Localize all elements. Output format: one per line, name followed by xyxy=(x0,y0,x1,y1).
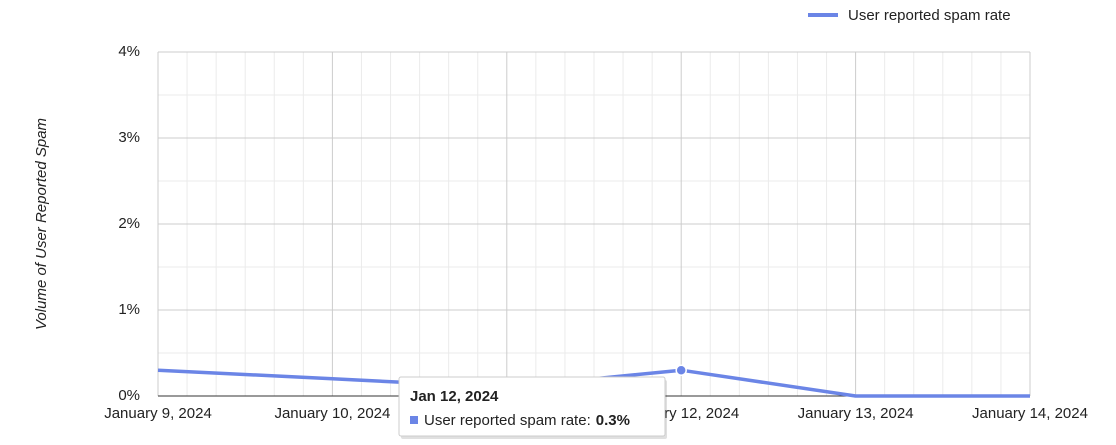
y-tick-label: 0% xyxy=(118,387,140,404)
tooltip-value: 0.3% xyxy=(596,412,630,429)
tooltip-swatch xyxy=(410,416,418,424)
x-tick-label: January 14, 2024 xyxy=(972,405,1088,422)
y-tick-label: 3% xyxy=(118,129,140,146)
x-tick-label: January 10, 2024 xyxy=(274,405,390,422)
tooltip-text: User reported spam rate: 0.3% xyxy=(424,412,630,429)
tooltip: Jan 12, 2024 User reported spam rate: 0.3% xyxy=(398,376,667,439)
y-axis-label: Volume of User Reported Spam xyxy=(33,118,50,330)
x-tick-label: January 9, 2024 xyxy=(104,405,212,422)
legend-label: User reported spam rate xyxy=(848,7,1011,24)
hover-point xyxy=(675,364,687,376)
tooltip-series-label: User reported spam rate: xyxy=(424,412,591,429)
y-tick-label: 4% xyxy=(118,43,140,60)
tooltip-title: Jan 12, 2024 xyxy=(410,388,499,405)
tooltip-box xyxy=(398,376,666,437)
x-tick-label: January 13, 2024 xyxy=(798,405,914,422)
y-tick-label: 2% xyxy=(118,215,140,232)
y-tick-label: 1% xyxy=(118,301,140,318)
